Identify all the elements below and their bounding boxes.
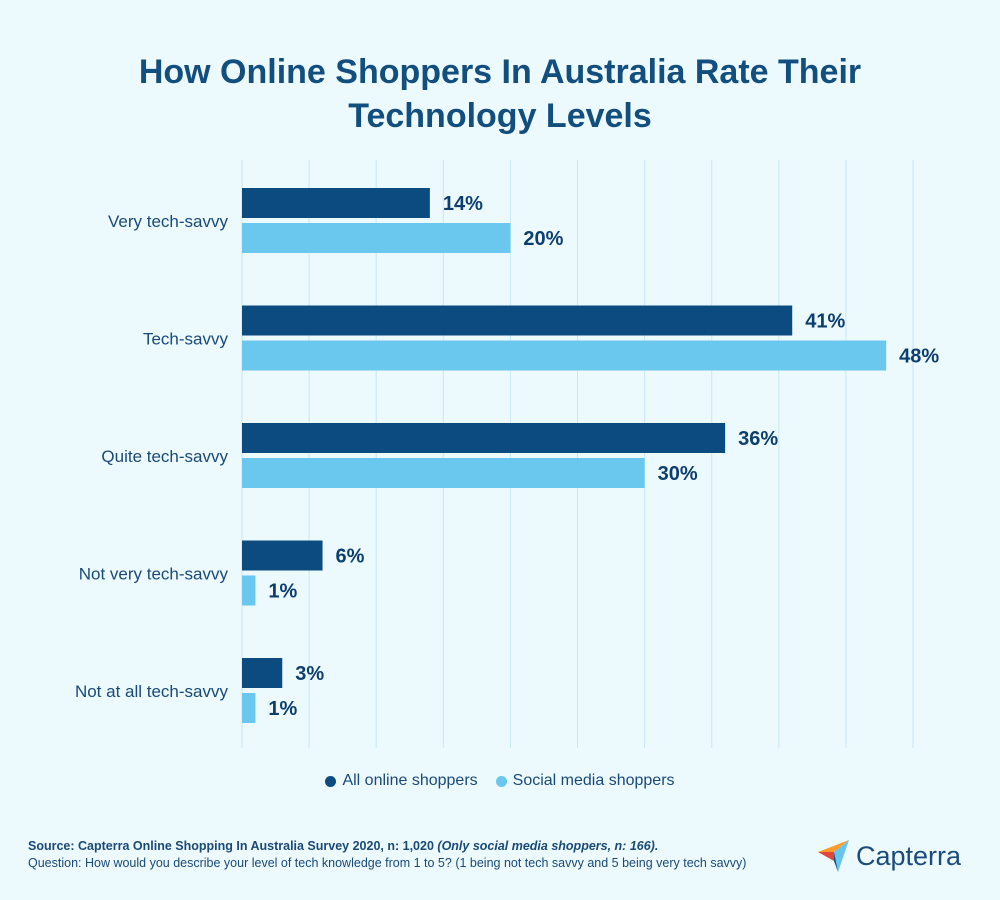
bars: [242, 188, 887, 723]
capterra-logo: Capterra: [818, 838, 961, 874]
value-label: 41%: [805, 311, 845, 333]
source-note: (Only social media shoppers, n: 166).: [437, 839, 659, 853]
legend-label: All online shoppers: [342, 772, 478, 789]
bar-all-online: [242, 540, 323, 571]
value-label: 6%: [336, 546, 365, 568]
value-label: 30%: [658, 463, 698, 485]
bar-all-online: [242, 658, 283, 688]
capterra-arrow-icon: [818, 840, 849, 872]
legend-dot-icon: [495, 775, 507, 787]
question-text: Question: How would you describe your le…: [28, 856, 747, 870]
legend-item-social-media-shoppers: Social media shoppers: [495, 772, 675, 790]
value-label: 20%: [523, 228, 563, 250]
bar-all-online: [242, 188, 430, 218]
brand-name: Capterra: [856, 840, 962, 871]
value-label: 1%: [268, 698, 297, 720]
chart-title: How Online Shoppers In Australia Rate Th…: [50, 50, 950, 138]
footer-source: Source: Capterra Online Shopping In Aust…: [28, 838, 768, 872]
value-label: 14%: [443, 193, 483, 215]
category-labels: Very tech-savvy Tech-savvy Quite tech-savv…: [75, 212, 229, 701]
bar-all-online: [242, 305, 793, 336]
category-label: Tech-savvy: [143, 330, 229, 349]
bar-all-online: [242, 423, 726, 453]
legend: All online shoppers Social media shopper…: [0, 772, 1000, 790]
value-label: 1%: [268, 581, 297, 603]
bar-social-media: [242, 575, 256, 606]
source-text: Source: Capterra Online Shopping In Aust…: [28, 839, 434, 853]
legend-item-all-online-shoppers: All online shoppers: [325, 772, 478, 790]
category-label: Very tech-savvy: [108, 212, 228, 231]
value-label: 3%: [295, 663, 324, 685]
bar-social-media: [242, 458, 645, 488]
legend-dot-icon: [325, 775, 337, 787]
category-label: Quite tech-savvy: [101, 447, 228, 466]
bar-social-media: [242, 340, 887, 371]
bar-chart: Very tech-savvy Tech-savvy Quite tech-savv…: [75, 160, 939, 748]
bar-social-media: [242, 223, 511, 253]
source-line: Source: Capterra Online Shopping In Aust…: [28, 838, 768, 855]
category-label: Not very tech-savvy: [79, 565, 229, 584]
value-label: 48%: [899, 346, 939, 368]
legend-label: Social media shoppers: [512, 772, 675, 789]
value-label: 36%: [738, 428, 778, 450]
category-label: Not at all tech-savvy: [75, 682, 229, 701]
chart-title-line-1: How Online Shoppers In Australia Rate Th…: [138, 53, 862, 91]
chart-title-line-2: Technology Levels: [348, 97, 652, 135]
gridlines: [241, 160, 914, 748]
bar-social-media: [242, 693, 256, 723]
value-labels: 14% 20% 41% 48% 36% 30% 6% 1% 3% 1%: [268, 193, 939, 720]
